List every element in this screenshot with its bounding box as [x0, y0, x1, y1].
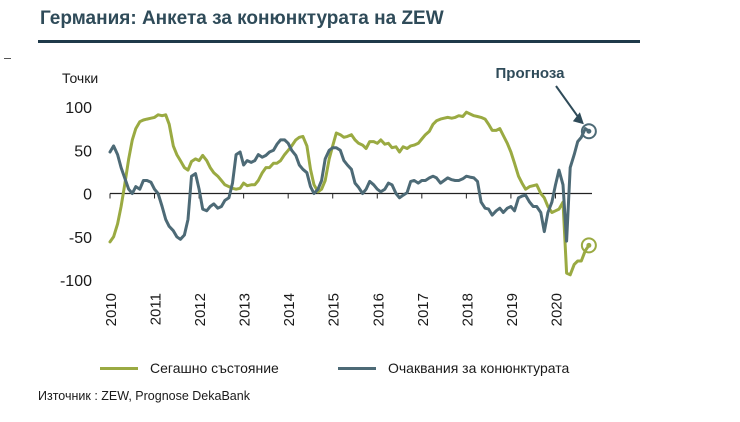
- x-tick-label: 2017: [415, 293, 432, 326]
- legend-label-expectations: Очаквания за конюнктурата: [388, 360, 570, 376]
- legend-label-current: Сегашно състояние: [150, 360, 279, 376]
- x-tick-label: 2010: [103, 293, 120, 326]
- legend-item-expectations: Очаквания за конюнктурата: [338, 360, 569, 376]
- source-note: Източник : ZEW, Prognose DekaBank: [38, 389, 250, 403]
- y-tick-label: -50: [69, 230, 92, 247]
- y-tick-label: 50: [74, 143, 92, 160]
- forecast-markers: [580, 123, 597, 254]
- x-tick-label: 2016: [370, 293, 387, 326]
- forecast-marker-current: [580, 237, 597, 254]
- x-tick-label: 2013: [237, 293, 254, 326]
- side-tick-mark: [4, 58, 11, 59]
- series-line-current: [108, 110, 591, 277]
- forecast-annotation: Прогноза: [496, 65, 566, 82]
- title-divider: [38, 40, 640, 43]
- forecast-marker-expectations: [580, 123, 597, 140]
- series-line-expectations: [108, 127, 591, 243]
- x-tick-label: 2011: [148, 293, 165, 325]
- page-title: Германия: Анкета за конюнктурата на ZEW: [40, 8, 444, 29]
- labels: 100 50 0 -50 -100 Точки 2010 2011 2012 2013 2014 20…: [60, 65, 584, 326]
- forecast-point-current: [586, 242, 592, 248]
- annotation-arrow-head: [572, 112, 584, 125]
- y-tick-label: -100: [60, 273, 92, 290]
- forecast-point-expectations: [586, 128, 592, 134]
- legend-swatch-current: [100, 366, 138, 370]
- x-tick-label: 2019: [504, 293, 521, 326]
- legend-item-current: Сегашно състояние: [100, 360, 279, 376]
- x-tick-label: 2020: [548, 293, 565, 326]
- x-tick-label: 2014: [281, 293, 298, 326]
- y-axis-label: Точки: [62, 70, 98, 86]
- x-tick-label: 2012: [192, 293, 209, 326]
- series: [108, 110, 591, 277]
- y-tick-label: 0: [83, 187, 92, 204]
- x-tick-label: 2018: [459, 293, 476, 326]
- y-tick-label: 100: [65, 100, 92, 117]
- legend-swatch-expectations: [338, 366, 376, 370]
- x-tick-label: 2015: [326, 293, 343, 326]
